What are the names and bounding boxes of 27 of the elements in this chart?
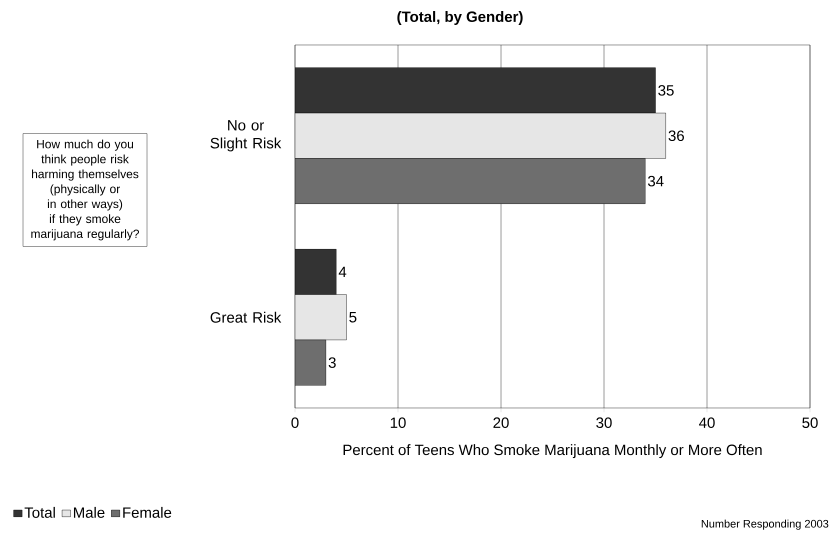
x-axis-title: Percent of Teens Who Smoke Marijuana Monthly or More Often: [344, 444, 762, 458]
bar: [295, 67, 656, 114]
y-tick-label: No or Slight Risk: [210, 120, 282, 152]
legend-label: Total: [24, 506, 55, 518]
data-label: 3: [328, 357, 336, 368]
bar: [295, 248, 336, 295]
bar: [295, 294, 347, 340]
x-tick-label: 50: [802, 417, 818, 428]
data-label: 35: [658, 85, 674, 96]
legend-label: Female: [123, 506, 172, 518]
bar: [295, 158, 646, 204]
x-tick-label: 0: [291, 417, 299, 428]
x-tick-label: 20: [493, 417, 509, 428]
data-label: 36: [668, 130, 684, 142]
chart-title: (Total, by Gender): [397, 11, 523, 25]
data-label: 4: [338, 266, 346, 278]
legend-label: Male: [74, 506, 104, 518]
x-tick-label: 30: [596, 417, 612, 428]
x-tick-label: 40: [699, 417, 715, 428]
text: Number Responding 2003: [702, 520, 828, 530]
y-tick-label: Great Risk: [210, 312, 282, 323]
x-tick-label: 10: [390, 417, 406, 428]
bar: [295, 340, 326, 386]
data-label: 5: [349, 312, 356, 322]
data-label: 34: [648, 176, 664, 186]
bar: [295, 112, 666, 159]
text: How much do you think people risk harming themselves (physically or in other ways) if they smoke marijuana regularly?: [31, 140, 140, 240]
